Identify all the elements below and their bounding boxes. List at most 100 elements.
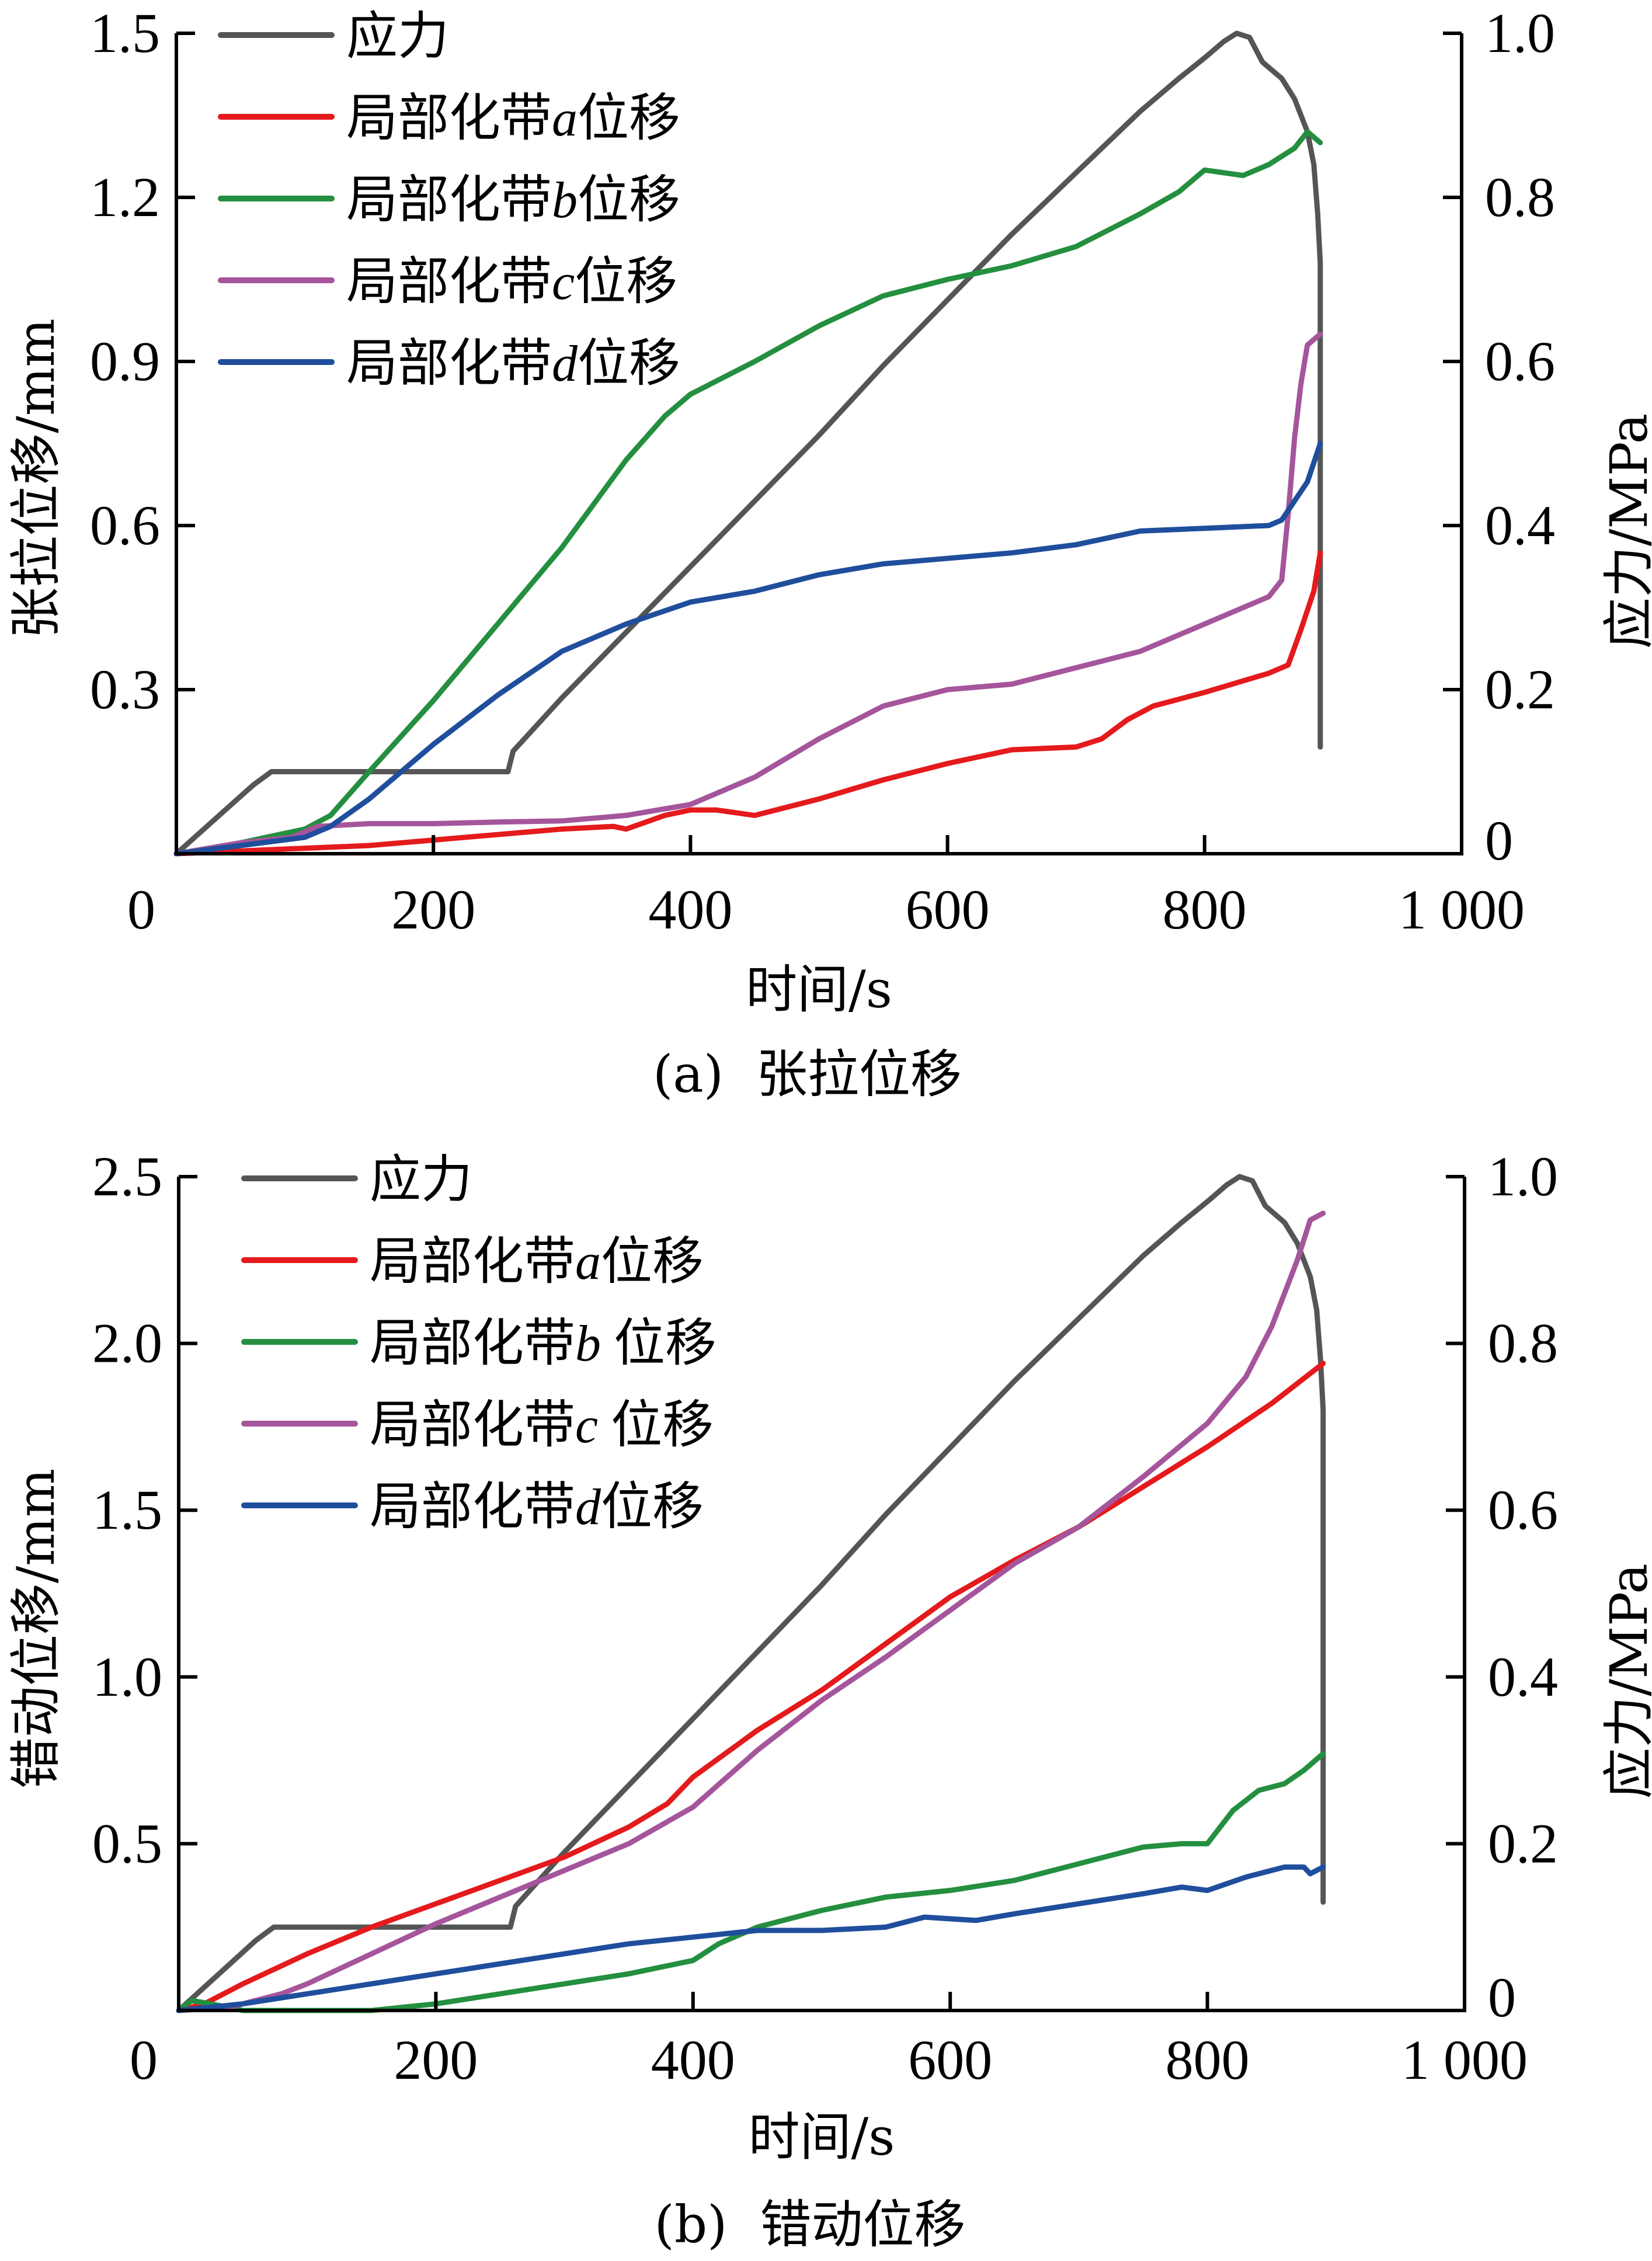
- panel-b-y2-tick-label: 0.6: [1488, 1479, 1558, 1541]
- panel-a-y2-tick-label: 0: [1485, 809, 1513, 872]
- legend-label-var: b: [575, 1316, 614, 1372]
- legend-label-suffix: 位移: [601, 1231, 704, 1291]
- panel-a-y2-tick-label: 0.4: [1485, 494, 1555, 556]
- panel-b-y-tick-label: 2.5: [92, 1145, 162, 1208]
- panel-a-series: [173, 30, 1323, 857]
- legend-label-suffix: 位移: [578, 333, 680, 393]
- panel-b-y-tick-label: 1.5: [92, 1479, 162, 1541]
- legend-label-main: 局部化带: [370, 1231, 575, 1291]
- legend-label-var: a: [575, 1234, 601, 1290]
- panel-b-axes: 0 200 400 600 800 1 000 0.5 1.0 1.5 2.0 2.5 0 0.2 0.4…: [92, 1145, 1558, 2091]
- legend-label-suffix: 位移: [601, 1476, 704, 1536]
- panel-b-y-axis-title: 错动位移/mm: [6, 1469, 66, 1789]
- panel-b-series-0-line: [176, 1174, 1326, 2013]
- legend-label-var: c: [552, 254, 575, 311]
- panel-b-series-3-line: [176, 1210, 1326, 2013]
- panel-a-x-tick-label: 400: [648, 878, 732, 941]
- legend-label-main: 局部化带: [346, 88, 552, 148]
- panel-b-legend-item: 局部化带b 位移: [241, 1313, 717, 1373]
- panel-b-legend-label: 局部化带d位移: [370, 1476, 704, 1536]
- panel-a-x-tick-label: 600: [906, 878, 990, 941]
- legend-label-var: b: [552, 172, 578, 229]
- panel-b-x-tick-label: 200: [394, 2029, 478, 2091]
- panel-b-y2-tick-label: 0: [1488, 1966, 1516, 2029]
- panel-b-legend-label: 局部化带a位移: [370, 1231, 704, 1291]
- panel-b-y2-axis-title: 应力/MPa: [1599, 1563, 1652, 1799]
- legend-label-var: d: [552, 336, 578, 392]
- panel-b-y2-tick-label: 0.4: [1488, 1646, 1558, 1708]
- panel-a-x-tick-label: 200: [391, 878, 475, 941]
- legend-label-var: d: [575, 1479, 601, 1536]
- legend-label-var: a: [552, 91, 578, 147]
- panel-a-y-tick-label: 1.2: [90, 166, 160, 228]
- panel-b-legend-label: 局部化带b 位移: [370, 1313, 717, 1373]
- legend-label-suffix: 位移: [575, 251, 677, 311]
- panel-a-x-tick-label: 0: [127, 878, 155, 941]
- legend-label-main: 局部化带: [370, 1394, 575, 1455]
- panel-a-series-4-line: [173, 441, 1323, 857]
- panel-b-legend-item: 应力: [241, 1149, 472, 1209]
- legend-label-main: 应力: [346, 6, 449, 66]
- panel-a-y-tick-label: 0.6: [90, 494, 160, 556]
- panel-a-y2-tick-label: 0.2: [1485, 658, 1555, 721]
- panel-a-y-tick-label: 1.5: [90, 2, 160, 64]
- legend-label-suffix: 位移: [611, 1394, 714, 1455]
- panel-b-series-2-line: [176, 1751, 1326, 2013]
- panel-b-y-tick-label: 0.5: [92, 1812, 162, 1874]
- panel-b-legend-item: 局部化带d位移: [241, 1476, 704, 1536]
- panel-b-y-tick-label: 2.0: [92, 1312, 162, 1375]
- panel-b-x-tick-label: 800: [1166, 2029, 1250, 2091]
- panel-a-legend-item: 应力: [218, 6, 449, 66]
- panel-b-x-tick-label: 600: [908, 2029, 992, 2091]
- panel-a-legend-label: 局部化带d位移: [346, 333, 680, 393]
- panel-b-y2-tick-label: 0.2: [1488, 1812, 1558, 1874]
- panel-a-series-1-line: [173, 550, 1323, 857]
- panel-a-legend-item: 局部化带b位移: [218, 169, 680, 229]
- panel-a-x-tick-label: 800: [1163, 878, 1247, 941]
- panel-a-tensile-displacement: 0 200 400 600 800 1 000 0.3 0.6 0.9 1.2 1.5 0 0.2 0.4…: [6, 2, 1652, 1104]
- panel-b-y2-tick-label: 0.8: [1488, 1312, 1558, 1375]
- panel-a-y2-axis-title: 应力/MPa: [1599, 413, 1652, 649]
- legend-label-suffix: 位移: [578, 169, 680, 229]
- panel-a-x-tick-label: 1 000: [1399, 878, 1525, 941]
- panel-a-legend-label: 局部化带a位移: [346, 88, 680, 148]
- legend-label-main: 应力: [370, 1149, 472, 1209]
- panel-a-series-2-line: [173, 129, 1323, 857]
- panel-b-caption: (b) 错动位移: [655, 2194, 966, 2255]
- legend-label-main: 局部化带: [346, 333, 552, 393]
- panel-b-y2-tick-label: 1.0: [1488, 1145, 1558, 1208]
- legend-label-main: 局部化带: [370, 1313, 575, 1373]
- panel-b-series: [176, 1174, 1326, 2013]
- panel-b-legend-label: 局部化带c 位移: [370, 1394, 714, 1455]
- panel-a-legend-label: 局部化带b位移: [346, 169, 680, 229]
- panel-b-x-tick-label: 1 000: [1401, 2029, 1528, 2091]
- legend-label-suffix: 位移: [614, 1313, 717, 1373]
- legend-label-var: c: [575, 1397, 611, 1454]
- panel-a-y-tick-label: 0.3: [90, 658, 160, 721]
- panel-a-y2-tick-label: 0.8: [1485, 166, 1555, 228]
- panel-b-x-tick-label: 0: [130, 2029, 158, 2091]
- panel-b-x-axis-title: 时间/s: [749, 2107, 895, 2167]
- legend-label-suffix: 位移: [578, 88, 680, 148]
- legend-label-main: 局部化带: [370, 1476, 575, 1536]
- panel-b-legend-label: 应力: [370, 1149, 472, 1209]
- legend-label-main: 局部化带: [346, 251, 552, 311]
- panel-b-legend-item: 局部化带a位移: [241, 1231, 704, 1291]
- panel-a-y2-tick-label: 1.0: [1485, 2, 1555, 64]
- legend-label-main: 局部化带: [346, 169, 552, 229]
- panel-a-y-axis-title: 张拉位移/mm: [6, 318, 66, 639]
- panel-a-legend-item: 局部化带d位移: [218, 333, 680, 393]
- panel-b-x-tick-label: 400: [651, 2029, 735, 2091]
- panel-a-x-axis-title: 时间/s: [746, 959, 892, 1020]
- panel-b-shear-displacement: 0 200 400 600 800 1 000 0.5 1.0 1.5 2.0 2.5 0 0.2 0.4…: [6, 1145, 1652, 2255]
- panel-b-series-4-line: [176, 1864, 1326, 2013]
- panel-a-series-0-line: [173, 30, 1323, 857]
- panel-b-legend-item: 局部化带c 位移: [241, 1394, 714, 1455]
- panel-b-series-1-line: [176, 1361, 1326, 2013]
- panel-b-y-tick-label: 1.0: [92, 1646, 162, 1708]
- panel-a-y2-tick-label: 0.6: [1485, 330, 1555, 392]
- panel-a-axes: 0 200 400 600 800 1 000 0.3 0.6 0.9 1.2 1.5 0 0.2 0.4…: [90, 2, 1555, 941]
